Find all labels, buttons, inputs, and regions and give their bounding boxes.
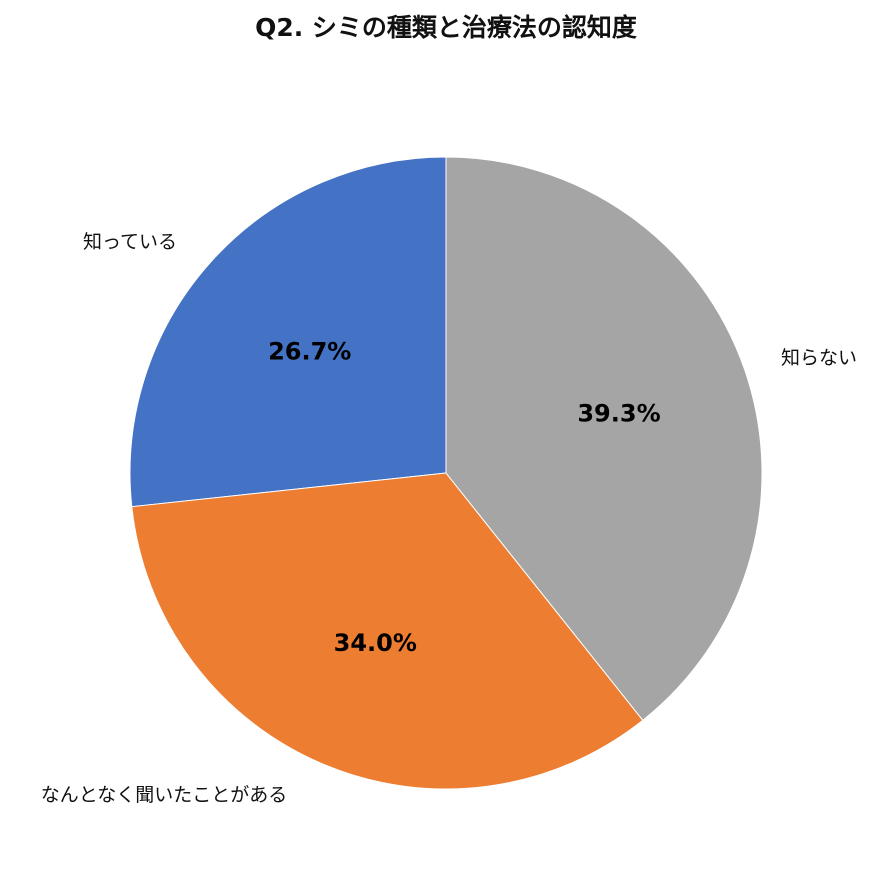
pie-slices <box>129 156 763 790</box>
chart-title: Q2. シミの種類と治療法の認知度 <box>255 13 637 42</box>
pie-slice <box>129 156 447 508</box>
pie-slice <box>445 156 763 721</box>
category-label: なんとなく聞いたことがある <box>41 784 287 806</box>
category-label: 知っている <box>83 231 177 253</box>
percentage-label: 39.3% <box>577 400 660 428</box>
percentage-label: 26.7% <box>268 338 351 366</box>
pie-slice <box>131 472 644 790</box>
percentage-label: 34.0% <box>334 629 417 657</box>
category-label: 知らない <box>781 347 857 369</box>
percentage-labels: 26.7% 34.0% 39.3% <box>268 338 661 658</box>
